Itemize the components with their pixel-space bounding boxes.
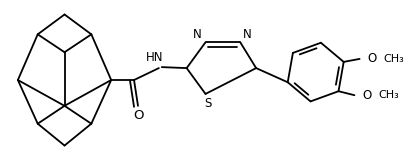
Text: O: O: [363, 89, 372, 102]
Text: O: O: [134, 109, 144, 122]
Text: CH₃: CH₃: [378, 90, 399, 100]
Text: CH₃: CH₃: [384, 54, 404, 64]
Text: HN: HN: [146, 51, 164, 64]
Text: S: S: [204, 97, 211, 110]
Text: N: N: [193, 28, 202, 41]
Text: N: N: [243, 28, 252, 41]
Text: O: O: [368, 52, 377, 65]
